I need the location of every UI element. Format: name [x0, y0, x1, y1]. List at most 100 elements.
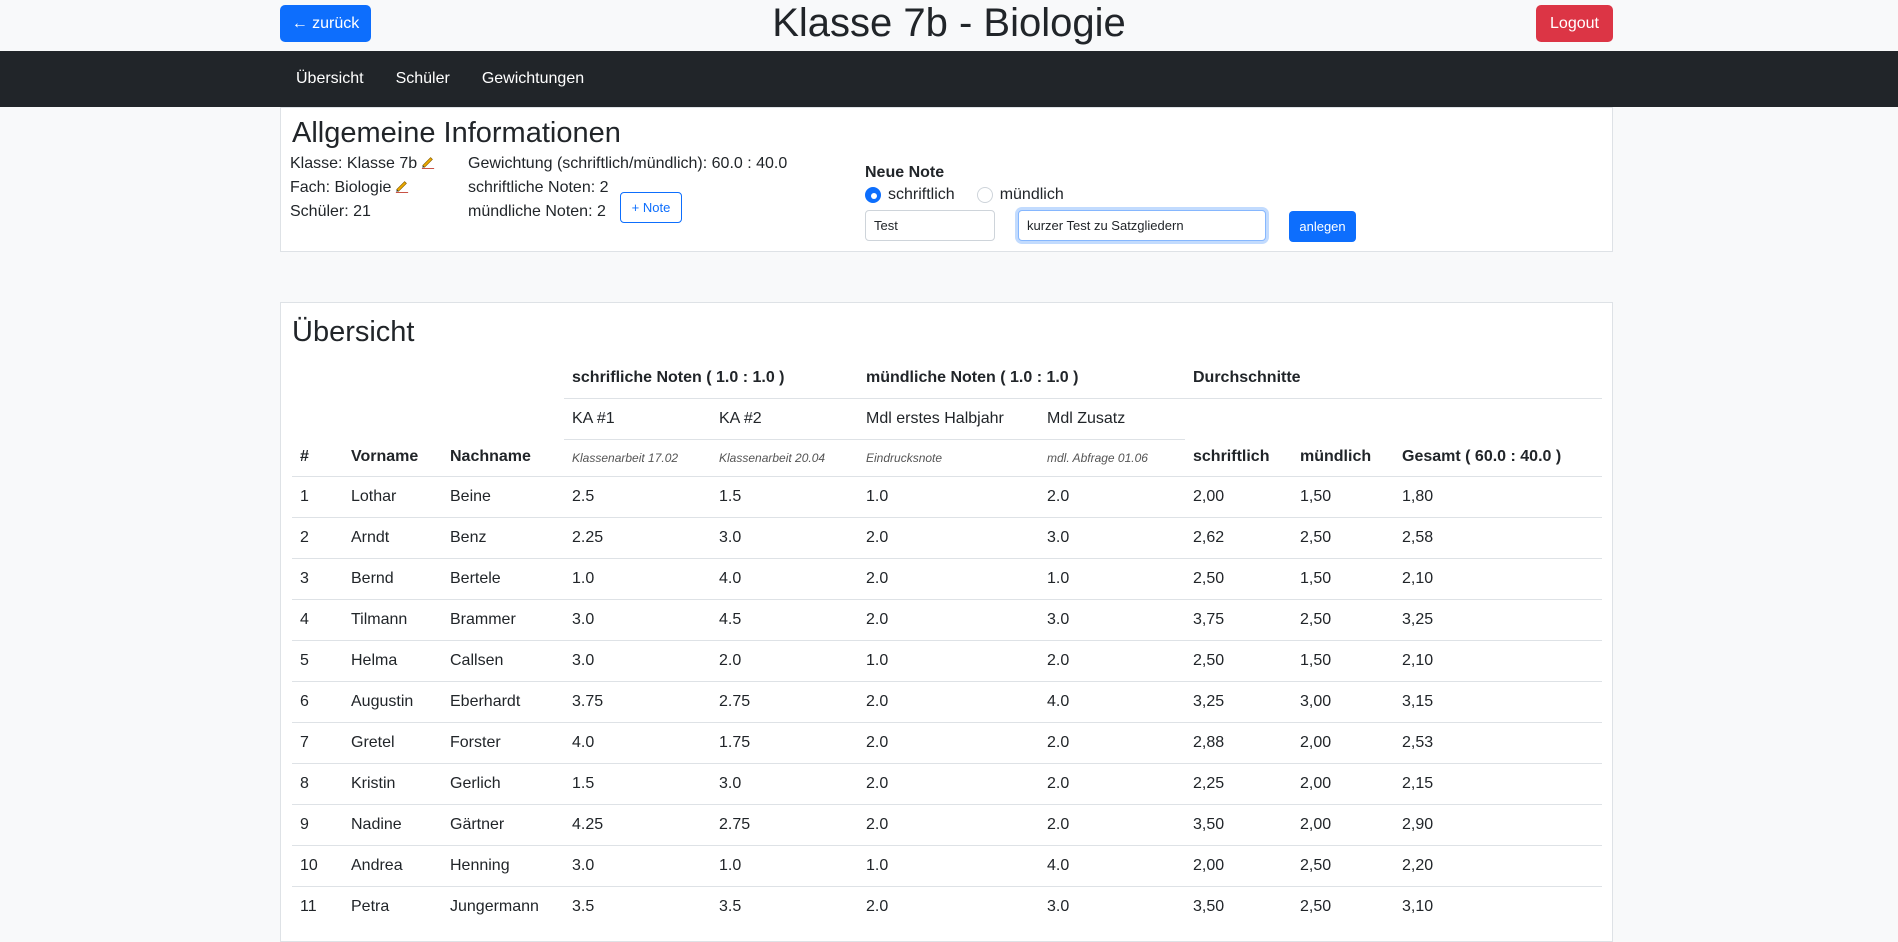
cell-grade-mdl-zusatz[interactable]: 2.0 [1039, 639, 1185, 681]
cell-vorname: Augustin [343, 680, 442, 722]
cell-avg-oral: 2,50 [1292, 598, 1394, 640]
cell-avg-total: 3,15 [1394, 680, 1602, 722]
grade-title-ka2[interactable]: KA #2 [711, 397, 858, 439]
table-row[interactable]: 3 Bernd Bertele 1.0 4.0 2.0 1.0 2,50 1,50 2,10 [292, 557, 1602, 599]
table-row[interactable]: 6 Augustin Eberhardt 3.75 2.75 2.0 4.0 3,25 3,00… [292, 680, 1602, 722]
cell-grade-ka1[interactable]: 3.75 [564, 680, 711, 722]
grade-title-mdl-zusatz[interactable]: Mdl Zusatz [1039, 397, 1185, 439]
cell-grade-ka1[interactable]: 2.5 [564, 475, 711, 517]
cell-grade-ka1[interactable]: 1.0 [564, 557, 711, 599]
cell-grade-mdl-halbjahr[interactable]: 2.0 [858, 885, 1039, 927]
radio-muendlich-label[interactable]: mündlich [999, 186, 1064, 203]
grade-desc-mdl-halbjahr: Eindrucksnote [858, 438, 1039, 477]
cell-grade-mdl-zusatz[interactable]: 3.0 [1039, 516, 1185, 558]
add-note-button[interactable]: + Note [620, 192, 682, 223]
edit-pencil-icon[interactable] [395, 177, 409, 193]
cell-grade-ka2[interactable]: 3.5 [711, 885, 858, 927]
table-row[interactable]: 4 Tilmann Brammer 3.0 4.5 2.0 3.0 3,75 2,50 3,25 [292, 598, 1602, 640]
cell-grade-ka1[interactable]: 3.0 [564, 844, 711, 886]
table-row[interactable]: 11 Petra Jungermann 3.5 3.5 2.0 3.0 3,50 2,50 3,1… [292, 885, 1602, 927]
cell-grade-mdl-zusatz[interactable]: 2.0 [1039, 475, 1185, 517]
edit-pencil-icon[interactable] [421, 153, 435, 169]
cell-grade-ka2[interactable]: 1.0 [711, 844, 858, 886]
cell-grade-ka1[interactable]: 3.0 [564, 639, 711, 681]
table-row[interactable]: 7 Gretel Forster 4.0 1.75 2.0 2.0 2,88 2,00 2,53 [292, 721, 1602, 763]
cell-grade-mdl-zusatz[interactable]: 2.0 [1039, 762, 1185, 804]
cell-grade-ka2[interactable]: 2.75 [711, 803, 858, 845]
cell-grade-ka1[interactable]: 4.25 [564, 803, 711, 845]
info-muendliche: mündliche Noten: 2 [468, 203, 606, 220]
cell-grade-ka2[interactable]: 3.0 [711, 762, 858, 804]
radio-schriftlich[interactable] [865, 187, 881, 203]
grade-title-ka1[interactable]: KA #1 [564, 397, 711, 439]
cell-grade-mdl-halbjahr[interactable]: 2.0 [858, 598, 1039, 640]
cell-grade-mdl-zusatz[interactable]: 1.0 [1039, 557, 1185, 599]
cell-grade-ka2[interactable]: 1.75 [711, 721, 858, 763]
cell-grade-mdl-halbjahr[interactable]: 2.0 [858, 680, 1039, 722]
col-header-nachname: Nachname [442, 439, 564, 477]
cell-avg-written: 2,25 [1185, 762, 1292, 804]
cell-nachname: Beine [442, 475, 564, 517]
cell-row-number: 2 [292, 516, 343, 558]
cell-avg-written: 2,00 [1185, 844, 1292, 886]
spacer-cell [292, 359, 343, 398]
cell-grade-ka1[interactable]: 1.5 [564, 762, 711, 804]
cell-grade-mdl-halbjahr[interactable]: 1.0 [858, 475, 1039, 517]
cell-grade-mdl-halbjahr[interactable]: 2.0 [858, 721, 1039, 763]
col-header-vorname: Vorname [343, 439, 442, 477]
cell-row-number: 11 [292, 885, 343, 927]
cell-grade-mdl-halbjahr[interactable]: 2.0 [858, 516, 1039, 558]
back-button[interactable]: ← zurück [280, 5, 371, 42]
cell-avg-oral: 2,00 [1292, 803, 1394, 845]
cell-grade-mdl-halbjahr[interactable]: 1.0 [858, 844, 1039, 886]
cell-grade-mdl-zusatz[interactable]: 4.0 [1039, 844, 1185, 886]
cell-grade-mdl-zusatz[interactable]: 2.0 [1039, 803, 1185, 845]
cell-grade-ka1[interactable]: 2.25 [564, 516, 711, 558]
table-row[interactable]: 10 Andrea Henning 3.0 1.0 1.0 4.0 2,00 2,50 2,20 [292, 844, 1602, 886]
cell-grade-ka2[interactable]: 2.75 [711, 680, 858, 722]
cell-avg-written: 2,62 [1185, 516, 1292, 558]
table-row[interactable]: 9 Nadine Gärtner 4.25 2.75 2.0 2.0 3,50 2,00 2,90 [292, 803, 1602, 845]
spacer-cell [442, 359, 564, 398]
cell-grade-mdl-zusatz[interactable]: 4.0 [1039, 680, 1185, 722]
grade-desc-ka1: Klassenarbeit 17.02 [564, 438, 711, 477]
cell-avg-oral: 1,50 [1292, 475, 1394, 517]
radio-schriftlich-label[interactable]: schriftlich [888, 186, 955, 203]
cell-grade-mdl-halbjahr[interactable]: 2.0 [858, 557, 1039, 599]
nav-item-gewichtungen[interactable]: Gewichtungen [481, 70, 585, 87]
nav-item-uebersicht[interactable]: Übersicht [296, 70, 364, 87]
nav-item-schueler[interactable]: Schüler [395, 70, 450, 87]
logout-button[interactable]: Logout [1536, 5, 1613, 42]
cell-grade-ka2[interactable]: 3.0 [711, 516, 858, 558]
cell-grade-ka1[interactable]: 3.5 [564, 885, 711, 927]
overview-card: Übersicht schrifliche Noten ( 1.0 : 1.0 … [280, 302, 1613, 942]
radio-muendlich[interactable] [976, 187, 993, 203]
cell-grade-mdl-zusatz[interactable]: 3.0 [1039, 885, 1185, 927]
cell-vorname: Gretel [343, 721, 442, 763]
cell-row-number: 8 [292, 762, 343, 804]
table-row[interactable]: 5 Helma Callsen 3.0 2.0 1.0 2.0 2,50 1,50 2,10 [292, 639, 1602, 681]
cell-grade-ka1[interactable]: 3.0 [564, 598, 711, 640]
cell-grade-mdl-halbjahr[interactable]: 1.0 [858, 639, 1039, 681]
note-title-input[interactable] [865, 210, 995, 241]
table-row[interactable]: 2 Arndt Benz 2.25 3.0 2.0 3.0 2,62 2,50 2,58 [292, 516, 1602, 558]
table-row[interactable]: 8 Kristin Gerlich 1.5 3.0 2.0 2.0 2,25 2,00 2,15 [292, 762, 1602, 804]
cell-grade-mdl-zusatz[interactable]: 3.0 [1039, 598, 1185, 640]
col-header-avg-written: schriftlich [1185, 439, 1292, 477]
table-row[interactable]: 1 Lothar Beine 2.5 1.5 1.0 2.0 2,00 1,50 1,80 [292, 475, 1602, 517]
cell-avg-oral: 2,00 [1292, 721, 1394, 763]
create-note-button[interactable]: anlegen [1289, 211, 1356, 242]
grade-title-mdl-halbjahr[interactable]: Mdl erstes Halbjahr [858, 397, 1039, 439]
cell-grade-mdl-halbjahr[interactable]: 2.0 [858, 803, 1039, 845]
cell-grade-ka2[interactable]: 2.0 [711, 639, 858, 681]
cell-grade-mdl-zusatz[interactable]: 2.0 [1039, 721, 1185, 763]
cell-avg-written: 2,00 [1185, 475, 1292, 517]
note-description-input[interactable] [1018, 210, 1266, 241]
cell-grade-ka2[interactable]: 4.0 [711, 557, 858, 599]
cell-grade-ka1[interactable]: 4.0 [564, 721, 711, 763]
cell-grade-ka2[interactable]: 4.5 [711, 598, 858, 640]
cell-avg-oral: 2,50 [1292, 885, 1394, 927]
cell-row-number: 4 [292, 598, 343, 640]
cell-grade-mdl-halbjahr[interactable]: 2.0 [858, 762, 1039, 804]
cell-grade-ka2[interactable]: 1.5 [711, 475, 858, 517]
